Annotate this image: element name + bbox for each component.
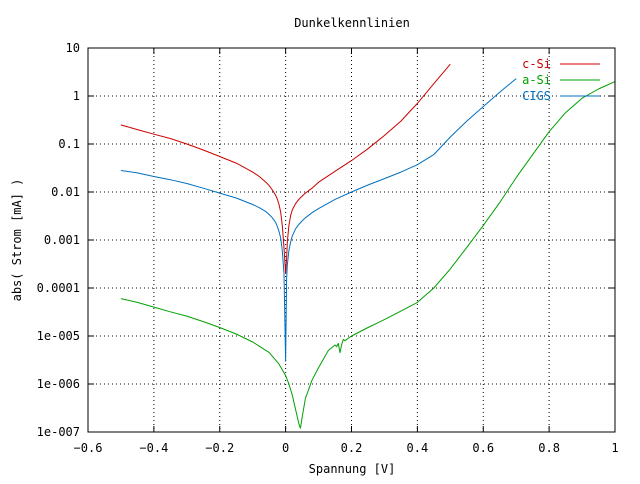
y-tick-label: 0.1 xyxy=(58,137,80,151)
x-tick-label: 0 xyxy=(282,441,289,455)
x-tick-label: 0.4 xyxy=(407,441,429,455)
y-tick-label: 1e-007 xyxy=(37,425,80,439)
y-tick-label: 10 xyxy=(66,41,80,55)
chart-title: Dunkelkennlinien xyxy=(294,16,410,30)
x-tick-label: 0.2 xyxy=(341,441,363,455)
x-tick-label: −0.4 xyxy=(139,441,168,455)
x-axis-label: Spannung [V] xyxy=(309,462,396,476)
legend: c-Si a-Si CIGS xyxy=(522,57,600,103)
y-axis-label: abs( Strom [mA] ) xyxy=(10,179,24,302)
ticks: −0.6 −0.4 −0.2 0 0.2 0.4 0.6 0.8 1 10 1 0.1 0.01 0.00… xyxy=(37,41,619,455)
grid xyxy=(88,48,615,432)
series-line-c-si xyxy=(120,63,451,275)
y-tick-label: 1e-006 xyxy=(37,377,80,391)
x-tick-label: 0.6 xyxy=(472,441,494,455)
y-tick-label: 0.0001 xyxy=(37,281,80,295)
x-tick-label: −0.6 xyxy=(74,441,103,455)
series-line-cigs xyxy=(120,78,517,362)
x-tick-label: 0.8 xyxy=(538,441,560,455)
x-tick-label: −0.2 xyxy=(205,441,234,455)
x-tick-label: 1 xyxy=(611,441,618,455)
y-tick-label: 1 xyxy=(73,89,80,103)
legend-label-c-si: c-Si xyxy=(522,57,551,71)
legend-label-a-si: a-Si xyxy=(522,73,551,87)
series-layer xyxy=(120,63,616,429)
legend-label-cigs: CIGS xyxy=(522,89,551,103)
y-tick-label: 0.01 xyxy=(51,185,80,199)
series-line-a-si xyxy=(120,81,616,429)
y-tick-label: 0.001 xyxy=(44,233,80,247)
y-tick-label: 1e-005 xyxy=(37,329,80,343)
